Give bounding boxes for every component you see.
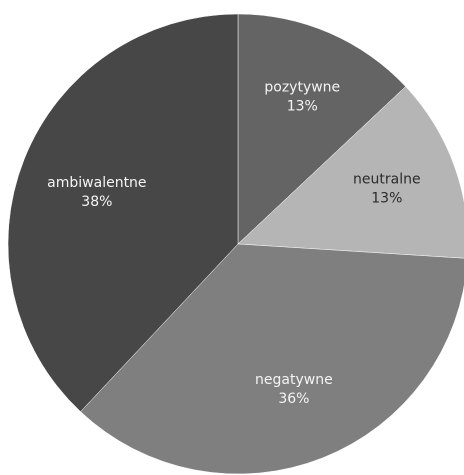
pie-slice-negatywne xyxy=(80,243,464,475)
slice-label-ambiwalentne: ambiwalentne xyxy=(47,175,146,191)
pie-labels: pozytywne 13% neutralne 13% negatywne 36% ambi… xyxy=(47,80,420,407)
slice-label-negatywne: negatywne xyxy=(255,372,333,388)
slice-value-ambiwalentne: 38% xyxy=(81,194,112,210)
slice-label-pozytywne: pozytywne xyxy=(264,80,340,96)
slice-value-negatywne: 36% xyxy=(278,391,309,407)
pie-slice-ambiwalentne xyxy=(7,13,239,413)
pie-slices xyxy=(7,13,464,475)
slice-value-pozytywne: 13% xyxy=(287,99,318,115)
slice-value-neutralne: 13% xyxy=(371,191,402,207)
pie-slice-neutralne xyxy=(237,86,464,259)
slice-label-neutralne: neutralne xyxy=(353,172,421,188)
pie-slice-pozytywne xyxy=(237,13,407,245)
